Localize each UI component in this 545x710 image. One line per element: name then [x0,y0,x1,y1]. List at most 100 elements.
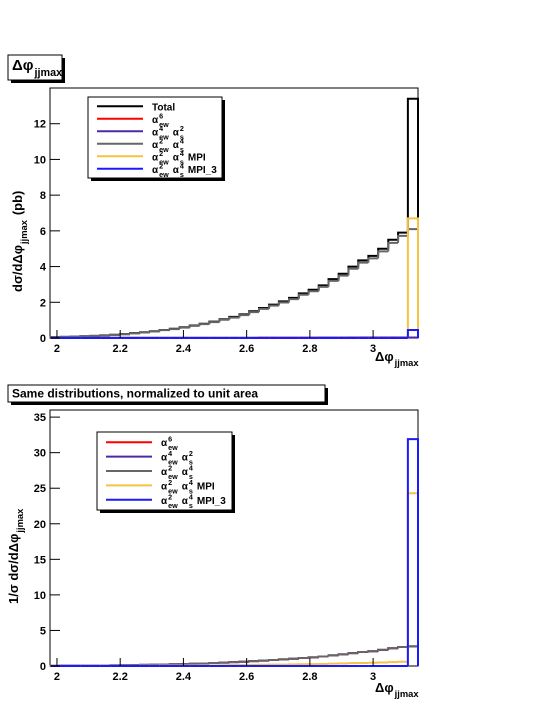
histogram-step [408,493,418,666]
legend-label: α [161,467,168,478]
histogram-step [269,660,279,661]
legend-label: α [152,165,159,176]
y-tick-label: 6 [40,226,46,238]
histogram-step [130,333,140,334]
chart-title: Δφ [12,57,34,74]
histogram-step [100,335,110,336]
legend-label-sub: ew [168,501,178,510]
histogram-step [398,236,408,243]
y-tick-label: 20 [34,519,46,531]
histogram-step [309,657,319,658]
y-label-text-sub: jjmax [15,508,25,534]
histogram-step [329,655,339,656]
legend-label: α [161,438,168,449]
histogram-step [249,312,259,315]
y-tick-label: 15 [34,554,46,566]
legend-label: α [182,496,189,507]
histogram-step [408,229,418,338]
x-tick-label: 2.8 [302,343,317,355]
histogram-step [348,269,358,276]
legend-label: MPI [197,481,215,492]
histogram-step [229,318,239,320]
histogram-step [299,658,309,659]
legend-label-sub: s [180,170,184,179]
legend-label: α [173,165,180,176]
legend-label: α [173,127,180,138]
histogram-step [358,652,368,653]
legend-label: α [173,152,180,163]
y-tick-label: 0 [40,333,46,345]
histogram-step [269,306,279,309]
histogram-step [289,659,299,660]
histogram-step [348,267,358,274]
x-tick-label: 2 [54,343,60,355]
histogram-step [388,243,398,252]
chart-title-sub: jjmax [34,67,63,79]
legend-label: α [152,127,159,138]
histogram-step [398,647,408,648]
legend-label: α [173,140,180,151]
y-tick-label: 0 [40,661,46,673]
y-tick-label: 12 [34,119,46,131]
y-tick-label: 10 [34,154,46,166]
y-tick-label: 2 [40,297,46,309]
legend-label: α [182,481,189,492]
histogram-step [388,240,398,249]
histogram-step [259,661,269,662]
histogram-step [368,651,378,652]
x-label-text: Δφ [375,349,394,364]
histogram-step [180,328,190,329]
histogram-step [358,263,368,269]
legend-label-sub: ew [159,170,169,179]
histogram-step [329,281,339,287]
y-tick-label: 4 [40,262,47,274]
histogram-step [259,309,269,312]
legend-label: α [152,152,159,163]
histogram-step [120,334,130,335]
x-tick-label: 2.6 [239,671,254,683]
y-tick-label: 8 [40,190,46,202]
x-tick-label: 2.4 [176,671,192,683]
legend-label: α [182,453,189,464]
y-label-text: (pb) [10,191,25,216]
x-tick-label: 2.2 [113,671,128,683]
legend-label: α [161,481,168,492]
legend-label: Total [152,102,175,113]
histogram-step [408,218,418,338]
histogram-step [160,330,170,331]
histogram-step [339,654,349,655]
legend-label-sub: s [189,501,193,510]
histogram-step [239,315,249,318]
histogram-step [140,332,150,333]
legend-label: α [182,467,189,478]
legend-label: MPI_3 [197,496,226,507]
histogram-step [339,276,349,281]
histogram-step [249,661,259,662]
legend-label: α [152,115,159,126]
x-tick-label: 2.2 [113,343,128,355]
histogram-step [279,302,289,305]
x-tick-label: 2.8 [302,671,317,683]
legend-label: MPI [188,152,206,163]
y-tick-label: 25 [34,483,46,495]
histogram-step [378,650,388,651]
histogram-step [200,324,210,326]
histogram-step [319,656,329,657]
x-tick-label: 2.4 [176,343,192,355]
x-label-text: Δφ [375,680,394,695]
y-tick-label: 35 [34,412,46,424]
x-tick-label: 2.6 [239,343,254,355]
histogram-step [408,646,418,666]
histogram-step [289,299,299,302]
histogram-step [150,331,160,332]
histogram-step [408,646,418,666]
histogram-step [408,646,418,666]
histogram-step [219,320,229,322]
histogram-step [170,329,180,330]
chart-title: Same distributions, normalized to unit a… [12,387,258,401]
histogram-step [319,287,329,291]
histogram-step [368,258,378,262]
legend-label: α [152,140,159,151]
x-label-text-sub: jjmax [394,358,420,368]
